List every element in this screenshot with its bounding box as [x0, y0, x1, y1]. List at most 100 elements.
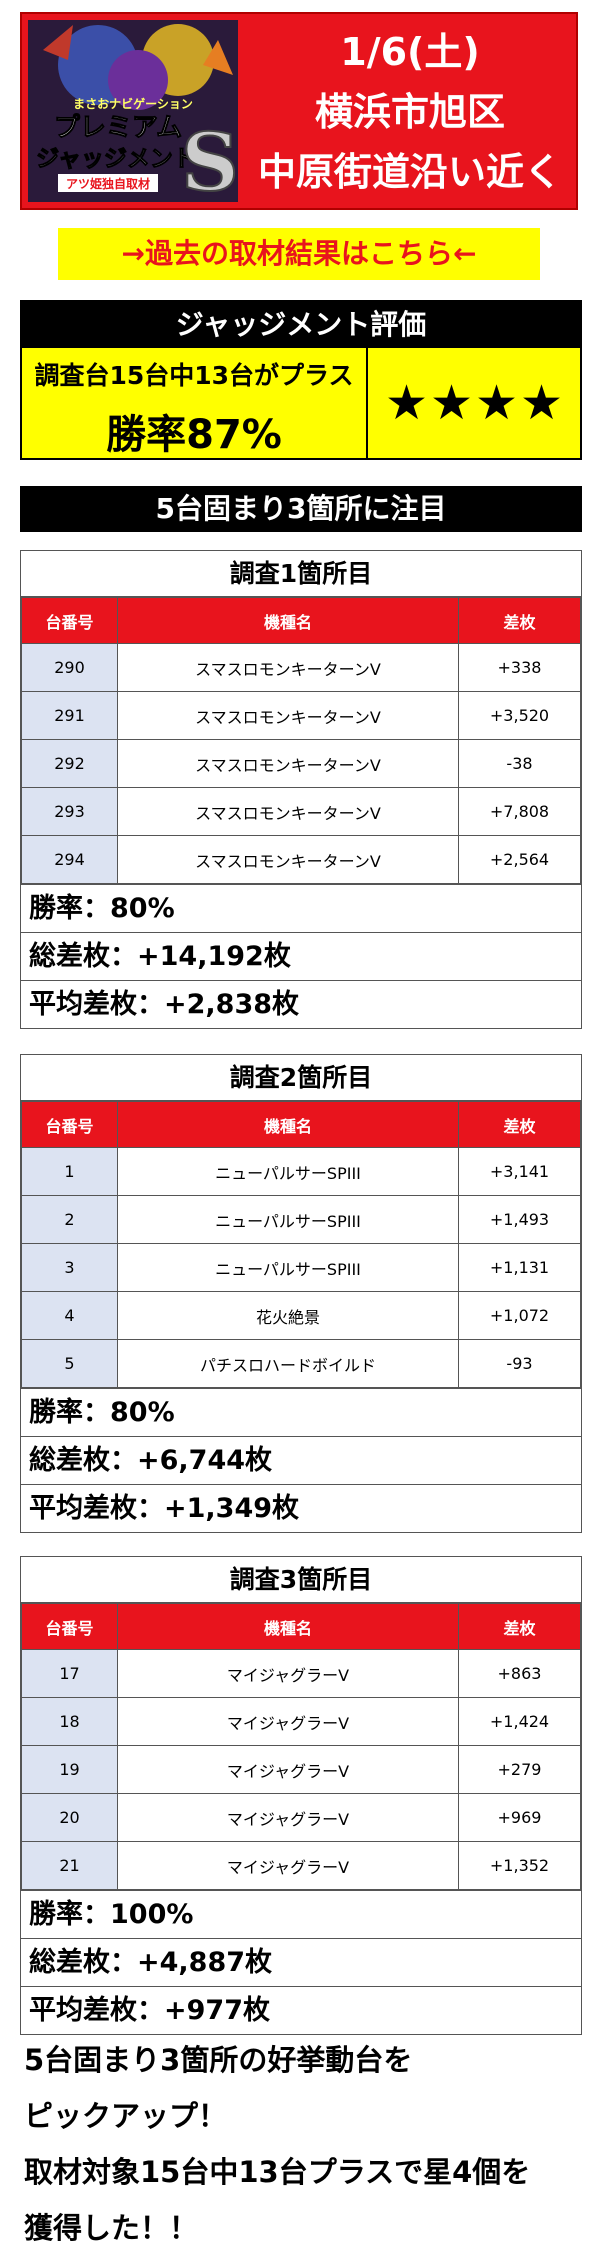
- svg-text:ジャッジメント: ジャッジメント: [36, 146, 196, 172]
- table-row: 292 スマスロモンキーターンV -38: [21, 739, 581, 788]
- machine-number: 4: [21, 1291, 118, 1340]
- table-row: 19 マイジャグラーV +279: [21, 1745, 581, 1794]
- coin-diff: -38: [458, 739, 581, 788]
- column-header-no: 台番号: [21, 1101, 118, 1148]
- machine-number: 18: [21, 1697, 118, 1746]
- machine-name: マイジャグラーV: [117, 1793, 459, 1842]
- machine-name: ニューパルサーSPIII: [117, 1147, 459, 1196]
- coin-diff: -93: [458, 1339, 581, 1388]
- machine-number: 19: [21, 1745, 118, 1794]
- survey-block-3: 調査3箇所目 台番号 機種名 差枚 17 マイジャグラーV +863 18 マイ…: [20, 1556, 582, 2035]
- table-row: 290 スマスロモンキーターンV +338: [21, 643, 581, 692]
- table-row: 1 ニューパルサーSPIII +3,141: [21, 1147, 581, 1196]
- summary-text: 5台固まり3箇所の好挙動台を ピックアップ！ 取材対象15台中13台プラスで星4…: [24, 2032, 584, 2256]
- machine-name: パチスロハードボイルド: [117, 1339, 459, 1388]
- survey-block-2: 調査2箇所目 台番号 機種名 差枚 1 ニューパルサーSPIII +3,141 …: [20, 1054, 582, 1533]
- table-row: 18 マイジャグラーV +1,424: [21, 1697, 581, 1746]
- coin-diff: +1,352: [458, 1841, 581, 1890]
- summary-line: 5台固まり3箇所の好挙動台を: [24, 2043, 413, 2077]
- coin-diff: +863: [458, 1649, 581, 1698]
- machine-name: マイジャグラーV: [117, 1697, 459, 1746]
- machine-name: マイジャグラーV: [117, 1649, 459, 1698]
- column-header-no: 台番号: [21, 1603, 118, 1650]
- survey-average-diff: 平均差枚：+977枚: [21, 1986, 581, 2034]
- coin-diff: +1,072: [458, 1291, 581, 1340]
- machine-name: スマスロモンキーターンV: [117, 787, 459, 836]
- machine-name: スマスロモンキーターンV: [117, 691, 459, 740]
- machine-name: マイジャグラーV: [117, 1745, 459, 1794]
- survey-win-rate: 勝率：80%: [21, 1388, 581, 1436]
- summary-line: 獲得した！！: [24, 2211, 199, 2245]
- header-text: 1/6(土) 横浜市旭区 中原街道沿い近く: [242, 22, 578, 202]
- table-row: 293 スマスロモンキーターンV +7,808: [21, 787, 581, 836]
- header-banner: まさおナビゲーション プレミアム ジャッジメント アツ姫独自取材 S 1/6(土…: [20, 12, 578, 210]
- svg-text:プレミアム: プレミアム: [54, 113, 182, 143]
- machine-number: 20: [21, 1793, 118, 1842]
- past-results-link[interactable]: →過去の取材結果はこちら←: [58, 228, 540, 280]
- machine-number: 293: [21, 787, 118, 836]
- survey-average-diff: 平均差枚：+1,349枚: [21, 1484, 581, 1532]
- survey-win-rate: 勝率：80%: [21, 884, 581, 932]
- event-location: 中原街道沿い近く: [257, 150, 562, 194]
- coin-diff: +338: [458, 643, 581, 692]
- survey-average-diff: 平均差枚：+2,838枚: [21, 980, 581, 1028]
- column-header-diff: 差枚: [458, 1101, 581, 1148]
- summary-line: ピックアップ！: [24, 2099, 228, 2133]
- machine-name: スマスロモンキーターンV: [117, 835, 459, 884]
- survey-block-1: 調査1箇所目 台番号 機種名 差枚 290 スマスロモンキーターンV +338 …: [20, 550, 582, 1029]
- machine-number: 290: [21, 643, 118, 692]
- column-header-machine: 機種名: [117, 1603, 459, 1650]
- column-header-no: 台番号: [21, 597, 118, 644]
- svg-text:まさおナビゲーション: まさおナビゲーション: [73, 96, 193, 111]
- survey-total-diff: 総差枚：+14,192枚: [21, 932, 581, 980]
- column-header-machine: 機種名: [117, 1101, 459, 1148]
- table-row: 294 スマスロモンキーターンV +2,564: [21, 835, 581, 884]
- table-row: 17 マイジャグラーV +863: [21, 1649, 581, 1698]
- table-row: 291 スマスロモンキーターンV +3,520: [21, 691, 581, 740]
- event-date: 1/6(土): [340, 30, 480, 74]
- svg-text:S: S: [181, 115, 238, 202]
- survey-title: 調査3箇所目: [21, 1557, 581, 1603]
- coin-diff: +1,131: [458, 1243, 581, 1292]
- survey-total-diff: 総差枚：+4,887枚: [21, 1938, 581, 1986]
- coin-diff: +3,520: [458, 691, 581, 740]
- machine-name: スマスロモンキーターンV: [117, 739, 459, 788]
- svg-text:アツ姫独自取材: アツ姫独自取材: [66, 176, 150, 191]
- table-row: 20 マイジャグラーV +969: [21, 1793, 581, 1842]
- table-row: 5 パチスロハードボイルド -93: [21, 1339, 581, 1388]
- survey-win-rate: 勝率：100%: [21, 1890, 581, 1938]
- judgement-heading: ジャッジメント評価: [22, 302, 580, 348]
- machine-name: マイジャグラーV: [117, 1841, 459, 1890]
- coin-diff: +3,141: [458, 1147, 581, 1196]
- coin-diff: +2,564: [458, 835, 581, 884]
- coin-diff: +969: [458, 1793, 581, 1842]
- machine-number: 3: [21, 1243, 118, 1292]
- machine-number: 2: [21, 1195, 118, 1244]
- event-area: 横浜市旭区: [314, 90, 505, 134]
- coin-diff: +279: [458, 1745, 581, 1794]
- machine-name: スマスロモンキーターンV: [117, 643, 459, 692]
- machine-number: 294: [21, 835, 118, 884]
- table-row: 2 ニューパルサーSPIII +1,493: [21, 1195, 581, 1244]
- star-rating: ★★★★: [384, 375, 566, 431]
- machine-name: 花火絶景: [117, 1291, 459, 1340]
- survey-total-diff: 総差枚：+6,744枚: [21, 1436, 581, 1484]
- column-header-diff: 差枚: [458, 597, 581, 644]
- table-row: 3 ニューパルサーSPIII +1,131: [21, 1243, 581, 1292]
- machine-name: ニューパルサーSPIII: [117, 1243, 459, 1292]
- machine-number: 292: [21, 739, 118, 788]
- column-header-machine: 機種名: [117, 597, 459, 644]
- judgement-result: 調査台15台中13台がプラス 勝率87%: [22, 348, 368, 458]
- coin-diff: +7,808: [458, 787, 581, 836]
- machine-number: 17: [21, 1649, 118, 1698]
- coin-diff: +1,493: [458, 1195, 581, 1244]
- machine-number: 1: [21, 1147, 118, 1196]
- premium-judgement-logo: まさおナビゲーション プレミアム ジャッジメント アツ姫独自取材 S: [28, 20, 238, 202]
- judgement-summary: 調査台15台中13台がプラス: [34, 361, 354, 390]
- column-header-diff: 差枚: [458, 1603, 581, 1650]
- survey-title: 調査2箇所目: [21, 1055, 581, 1101]
- table-row: 21 マイジャグラーV +1,352: [21, 1841, 581, 1890]
- survey-title: 調査1箇所目: [21, 551, 581, 597]
- survey-table: 台番号 機種名 差枚 290 スマスロモンキーターンV +338 291 スマス…: [21, 597, 581, 884]
- judgement-box: ジャッジメント評価 調査台15台中13台がプラス 勝率87% ★★★★: [20, 300, 582, 460]
